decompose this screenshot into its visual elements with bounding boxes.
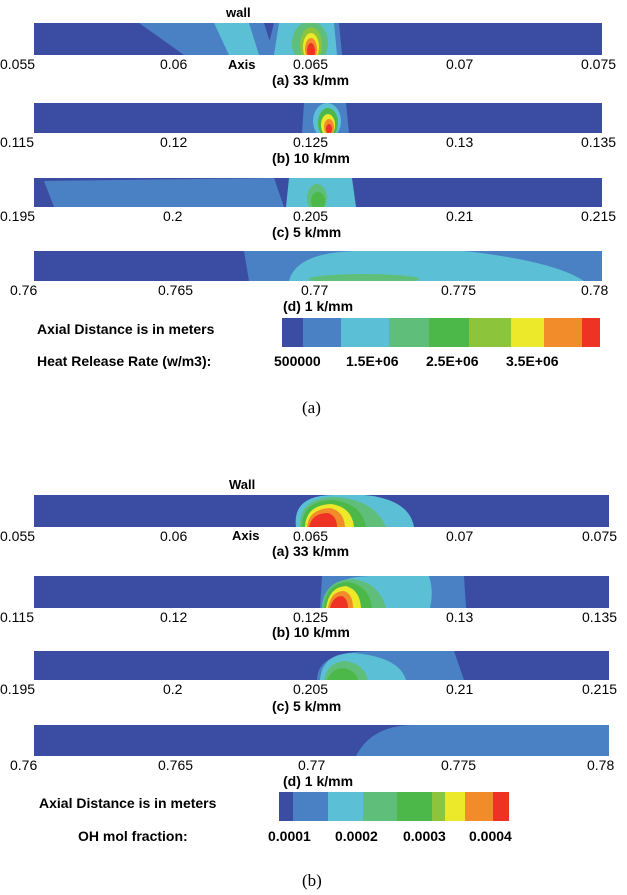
panel-caption: (c) 5 k/mm <box>272 224 342 240</box>
tick-label: 0.135 <box>582 609 618 625</box>
tick-label: 0.055 <box>0 56 36 72</box>
tick-label: 0.76 <box>10 757 38 773</box>
tick-label: 0.215 <box>582 681 618 697</box>
contour-strip-5kmm-heat-release <box>34 178 602 207</box>
axis-label: Axis <box>232 528 260 543</box>
tick-label: 0.06 <box>160 528 188 544</box>
contour-strip-33kmm-oh <box>34 495 609 527</box>
wall-label: Wall <box>229 477 256 492</box>
tick-label: 0.765 <box>158 757 194 773</box>
tick-label: 0.075 <box>582 528 618 544</box>
panel-caption: (a) 33 k/mm <box>272 72 350 88</box>
figure-label: (b) <box>302 871 322 890</box>
oh-mol-fraction-colorbar <box>279 792 509 821</box>
tick-label: 0.78 <box>587 757 615 773</box>
tick-label: 0.205 <box>293 681 329 697</box>
legend-value: 3.5E+06 <box>506 353 559 369</box>
contour-strip-1kmm-heat-release <box>34 251 602 281</box>
panel-caption: (b) 10 k/mm <box>272 150 350 166</box>
tick-label: 0.775 <box>441 757 477 773</box>
tick-label: 0.2 <box>163 681 183 697</box>
panel-caption: (c) 5 k/mm <box>272 698 342 714</box>
tick-label: 0.77 <box>301 282 329 298</box>
tick-label: 0.12 <box>160 609 188 625</box>
tick-label: 0.195 <box>0 208 36 224</box>
panel-caption: (b) 10 k/mm <box>272 624 350 640</box>
contour-strip-5kmm-oh <box>34 651 609 680</box>
tick-label: 0.21 <box>446 208 474 224</box>
tick-label: 0.12 <box>160 134 188 150</box>
tick-label: 0.215 <box>581 208 617 224</box>
tick-label: 0.055 <box>0 528 36 544</box>
tick-label: 0.13 <box>446 134 474 150</box>
heat-release-colorbar <box>282 318 600 347</box>
tick-label: 0.21 <box>446 681 474 697</box>
axial-distance-note: Axial Distance is in meters <box>37 321 215 337</box>
tick-label: 0.115 <box>0 134 34 150</box>
tick-label: 0.07 <box>446 528 474 544</box>
tick-label: 0.205 <box>293 208 329 224</box>
legend-value: 1.5E+06 <box>346 353 399 369</box>
legend-title: OH mol fraction: <box>78 828 188 844</box>
figure-label: (a) <box>302 398 321 417</box>
tick-label: 0.115 <box>0 609 34 625</box>
tick-label: 0.13 <box>446 609 474 625</box>
legend-value: 500000 <box>274 353 321 369</box>
tick-label: 0.07 <box>446 56 474 72</box>
panel-caption: (a) 33 k/mm <box>272 543 350 559</box>
tick-label: 0.765 <box>158 282 194 298</box>
tick-label: 0.76 <box>10 282 38 298</box>
tick-label: 0.77 <box>298 757 326 773</box>
legend-value: 0.0001 <box>268 828 311 844</box>
contour-strip-10kmm-oh <box>34 576 609 608</box>
tick-label: 0.125 <box>293 134 329 150</box>
legend-value: 0.0004 <box>469 828 512 844</box>
tick-label: 0.195 <box>0 681 36 697</box>
tick-label: 0.06 <box>160 56 188 72</box>
wall-label: wall <box>226 5 251 20</box>
contour-strip-10kmm-heat-release <box>34 103 602 133</box>
axial-distance-note: Axial Distance is in meters <box>39 795 217 811</box>
tick-label: 0.075 <box>581 56 617 72</box>
contour-strip-33kmm-heat-release <box>34 23 602 55</box>
tick-label: 0.135 <box>581 134 617 150</box>
tick-label: 0.065 <box>293 56 329 72</box>
tick-label: 0.78 <box>581 282 609 298</box>
tick-label: 0.065 <box>293 528 329 544</box>
legend-value: 0.0002 <box>335 828 378 844</box>
legend-value: 2.5E+06 <box>426 353 479 369</box>
tick-label: 0.2 <box>163 208 183 224</box>
tick-label: 0.775 <box>441 282 477 298</box>
legend-title: Heat Release Rate (w/m3): <box>37 353 212 369</box>
panel-caption: (d) 1 k/mm <box>283 298 354 314</box>
contour-strip-1kmm-oh <box>34 725 609 756</box>
tick-label: 0.125 <box>293 609 329 625</box>
panel-caption: (d) 1 k/mm <box>283 773 354 789</box>
axis-label: Axis <box>228 57 256 72</box>
legend-value: 0.0003 <box>403 828 446 844</box>
